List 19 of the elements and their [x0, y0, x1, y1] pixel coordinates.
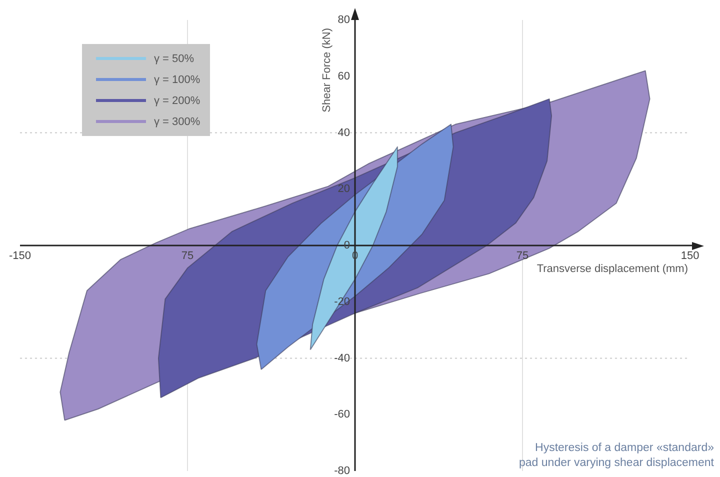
x-tick-label: 75: [181, 250, 194, 262]
y-tick-label: 60: [338, 70, 350, 82]
y-tick-label: -60: [334, 408, 350, 421]
legend-label: γ = 100%: [154, 74, 200, 86]
legend-label: γ = 200%: [154, 94, 200, 106]
legend-label: γ = 50%: [154, 52, 194, 64]
legend-label: γ = 300%: [154, 116, 200, 128]
y-tick-label: 40: [338, 126, 350, 139]
y-tick-label: 80: [338, 14, 350, 26]
x-axis-title: Transverse displacement (mm): [536, 263, 688, 276]
y-tick-label: 20: [338, 183, 350, 196]
y-tick-label: -80: [334, 465, 350, 477]
y-tick-label: -20: [334, 296, 350, 308]
annotation: Hysteresis of a damper «standard» pad under varying shear displacement: [518, 441, 714, 471]
x-tick-label: -150: [8, 250, 32, 262]
x-tick-label: 150: [680, 250, 700, 262]
y-tick-label: -40: [334, 352, 350, 364]
x-tick-label: 75: [516, 250, 529, 262]
y-axis-title: Shear Force (kN): [321, 28, 334, 112]
